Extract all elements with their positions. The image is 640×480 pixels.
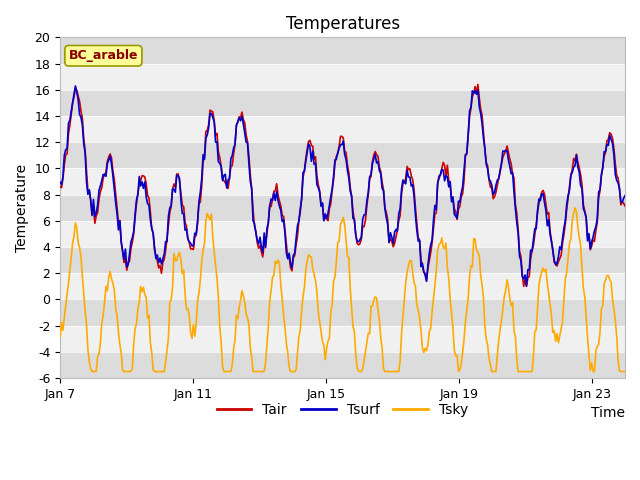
Bar — [60, 37, 625, 63]
Y-axis label: Temperature: Temperature — [15, 164, 29, 252]
Bar — [60, 116, 625, 142]
X-axis label: Time: Time — [591, 407, 625, 420]
Bar — [60, 90, 625, 116]
Bar — [60, 352, 625, 378]
Bar — [60, 247, 625, 273]
Bar — [60, 63, 625, 90]
Text: BC_arable: BC_arable — [68, 49, 138, 62]
Bar — [60, 168, 625, 194]
Bar — [60, 273, 625, 300]
Bar — [60, 300, 625, 325]
Title: Temperatures: Temperatures — [285, 15, 399, 33]
Bar — [60, 221, 625, 247]
Legend: Tair, Tsurf, Tsky: Tair, Tsurf, Tsky — [211, 397, 474, 422]
Bar — [60, 194, 625, 221]
Bar — [60, 142, 625, 168]
Bar — [60, 325, 625, 352]
